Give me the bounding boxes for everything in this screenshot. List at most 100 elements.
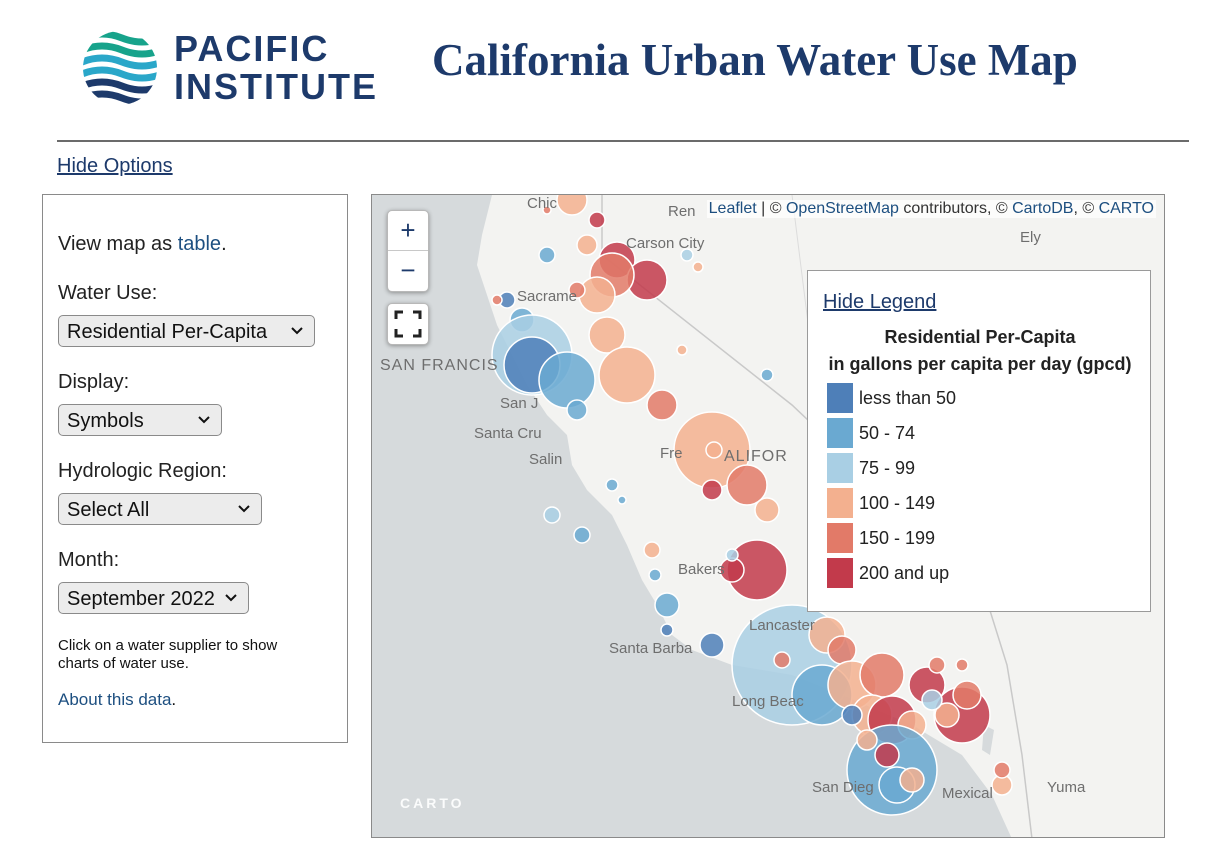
cartodb-link[interactable]: CartoDB xyxy=(1012,200,1074,217)
water-supplier-symbol[interactable] xyxy=(773,651,791,669)
water-supplier-symbol[interactable] xyxy=(874,742,900,768)
map-container[interactable]: Carson City Ely Ren Chic Sacrame SAN FRA… xyxy=(371,194,1165,838)
legend-label: 75 - 99 xyxy=(859,458,916,478)
view-as-line: View map as table. xyxy=(58,233,227,256)
month-value: September 2022 xyxy=(67,588,215,610)
display-select[interactable]: Symbols xyxy=(58,404,222,436)
water-supplier-symbol[interactable] xyxy=(856,729,878,751)
attribution-sep-3: , © xyxy=(1073,200,1099,217)
water-supplier-symbol[interactable] xyxy=(568,281,586,299)
place-santa-cruz: Santa Cru xyxy=(474,425,542,442)
place-fresno: Fre xyxy=(660,445,683,462)
water-supplier-symbol[interactable] xyxy=(646,389,678,421)
fullscreen-button[interactable] xyxy=(387,303,429,345)
legend-swatch xyxy=(827,558,853,588)
water-supplier-symbol[interactable] xyxy=(556,195,588,216)
place-sacramento: Sacrame xyxy=(517,288,578,305)
water-supplier-symbol[interactable] xyxy=(726,464,768,506)
water-supplier-symbol[interactable] xyxy=(576,234,598,256)
water-supplier-symbol[interactable] xyxy=(660,623,674,637)
water-supplier-symbol[interactable] xyxy=(760,368,774,382)
chevron-down-icon xyxy=(225,594,237,602)
legend-label: 150 - 199 xyxy=(859,528,936,548)
water-supplier-symbol[interactable] xyxy=(676,344,688,356)
supplier-symbols[interactable] xyxy=(372,195,1165,838)
water-supplier-symbol[interactable] xyxy=(654,592,680,618)
hide-options-link[interactable]: Hide Options xyxy=(57,155,173,177)
carto-link[interactable]: CARTO xyxy=(1098,200,1154,217)
water-supplier-symbol[interactable] xyxy=(573,526,591,544)
water-supplier-symbol[interactable] xyxy=(566,399,588,421)
water-supplier-symbol[interactable] xyxy=(955,658,969,672)
place-yuma: Yuma xyxy=(1047,779,1086,796)
month-label: Month: xyxy=(58,549,120,571)
region-label: Hydrologic Region: xyxy=(58,460,227,482)
water-supplier-symbol[interactable] xyxy=(952,680,982,710)
place-reno: Ren xyxy=(668,203,696,220)
place-lancaster: Lancaster xyxy=(749,617,815,634)
logo-text: PACIFIC INSTITUTE xyxy=(174,30,378,106)
water-supplier-symbol[interactable] xyxy=(538,246,556,264)
pacific-institute-logo[interactable]: PACIFIC INSTITUTE xyxy=(82,30,382,110)
legend-swatch xyxy=(827,453,853,483)
water-supplier-symbol[interactable] xyxy=(491,294,503,306)
water-supplier-symbol[interactable] xyxy=(921,689,943,711)
place-california: ALIFOR xyxy=(724,448,788,465)
osm-link[interactable]: OpenStreetMap xyxy=(785,200,899,217)
options-panel: View map as table. Water Use: Residentia… xyxy=(42,194,348,743)
water-supplier-symbol[interactable] xyxy=(578,276,616,314)
zoom-out-button[interactable]: − xyxy=(400,255,416,285)
place-chico: Chic xyxy=(527,195,558,212)
water-supplier-symbol[interactable] xyxy=(680,248,694,262)
zoom-in-button[interactable]: + xyxy=(388,211,428,251)
page-header: PACIFIC INSTITUTE California Urban Water… xyxy=(0,0,1216,140)
water-supplier-symbol[interactable] xyxy=(643,541,661,559)
water-supplier-symbol[interactable] xyxy=(934,702,960,728)
water-supplier-symbol[interactable] xyxy=(899,767,925,793)
legend-swatch xyxy=(827,523,853,553)
water-supplier-symbol[interactable] xyxy=(725,548,739,562)
water-supplier-symbol[interactable] xyxy=(605,478,619,492)
water-supplier-symbol[interactable] xyxy=(543,506,561,524)
table-link[interactable]: table xyxy=(177,233,222,255)
month-select[interactable]: September 2022 xyxy=(58,582,249,614)
water-supplier-symbol[interactable] xyxy=(617,495,627,505)
water-supplier-symbol[interactable] xyxy=(993,761,1011,779)
leaflet-link[interactable]: Leaflet xyxy=(708,200,757,217)
water-supplier-symbol[interactable] xyxy=(692,261,704,273)
legend-label: 100 - 149 xyxy=(859,493,936,513)
water-supplier-symbol[interactable] xyxy=(754,497,780,523)
water-supplier-symbol[interactable] xyxy=(705,441,723,459)
water-supplier-symbol[interactable] xyxy=(542,205,552,215)
water-use-label: Water Use: xyxy=(58,282,158,304)
water-use-value: Residential Per-Capita xyxy=(67,321,268,343)
place-san-jose: San J xyxy=(500,395,539,412)
water-supplier-symbol[interactable] xyxy=(598,346,656,404)
place-san-francisco: SAN FRANCIS xyxy=(380,357,499,374)
about-line: About this data. xyxy=(58,690,176,710)
about-data-link[interactable]: About this data xyxy=(58,690,172,709)
water-supplier-symbol[interactable] xyxy=(538,351,596,409)
water-supplier-symbol[interactable] xyxy=(588,316,626,354)
view-as-suffix: . xyxy=(221,233,227,255)
water-use-select[interactable]: Residential Per-Capita xyxy=(58,315,315,347)
water-supplier-symbol[interactable] xyxy=(859,652,905,698)
hide-legend-link[interactable]: Hide Legend xyxy=(823,291,937,313)
water-supplier-symbol[interactable] xyxy=(827,635,857,665)
logo-line-1: PACIFIC xyxy=(174,28,330,69)
water-supplier-symbol[interactable] xyxy=(701,479,723,501)
place-santa-barbara: Santa Barba xyxy=(609,640,693,657)
legend-swatch xyxy=(827,488,853,518)
logo-line-2: INSTITUTE xyxy=(174,66,378,107)
region-value: Select All xyxy=(67,499,150,521)
water-supplier-symbol[interactable] xyxy=(648,568,662,582)
water-supplier-symbol[interactable] xyxy=(841,704,863,726)
water-supplier-symbol[interactable] xyxy=(699,632,725,658)
place-mexicali: Mexical xyxy=(942,785,993,802)
chevron-down-icon xyxy=(198,416,210,424)
water-supplier-symbol[interactable] xyxy=(588,211,606,229)
legend-label: 50 - 74 xyxy=(859,423,916,443)
place-ely: Ely xyxy=(1020,229,1041,246)
water-supplier-symbol[interactable] xyxy=(928,656,946,674)
region-select[interactable]: Select All xyxy=(58,493,262,525)
